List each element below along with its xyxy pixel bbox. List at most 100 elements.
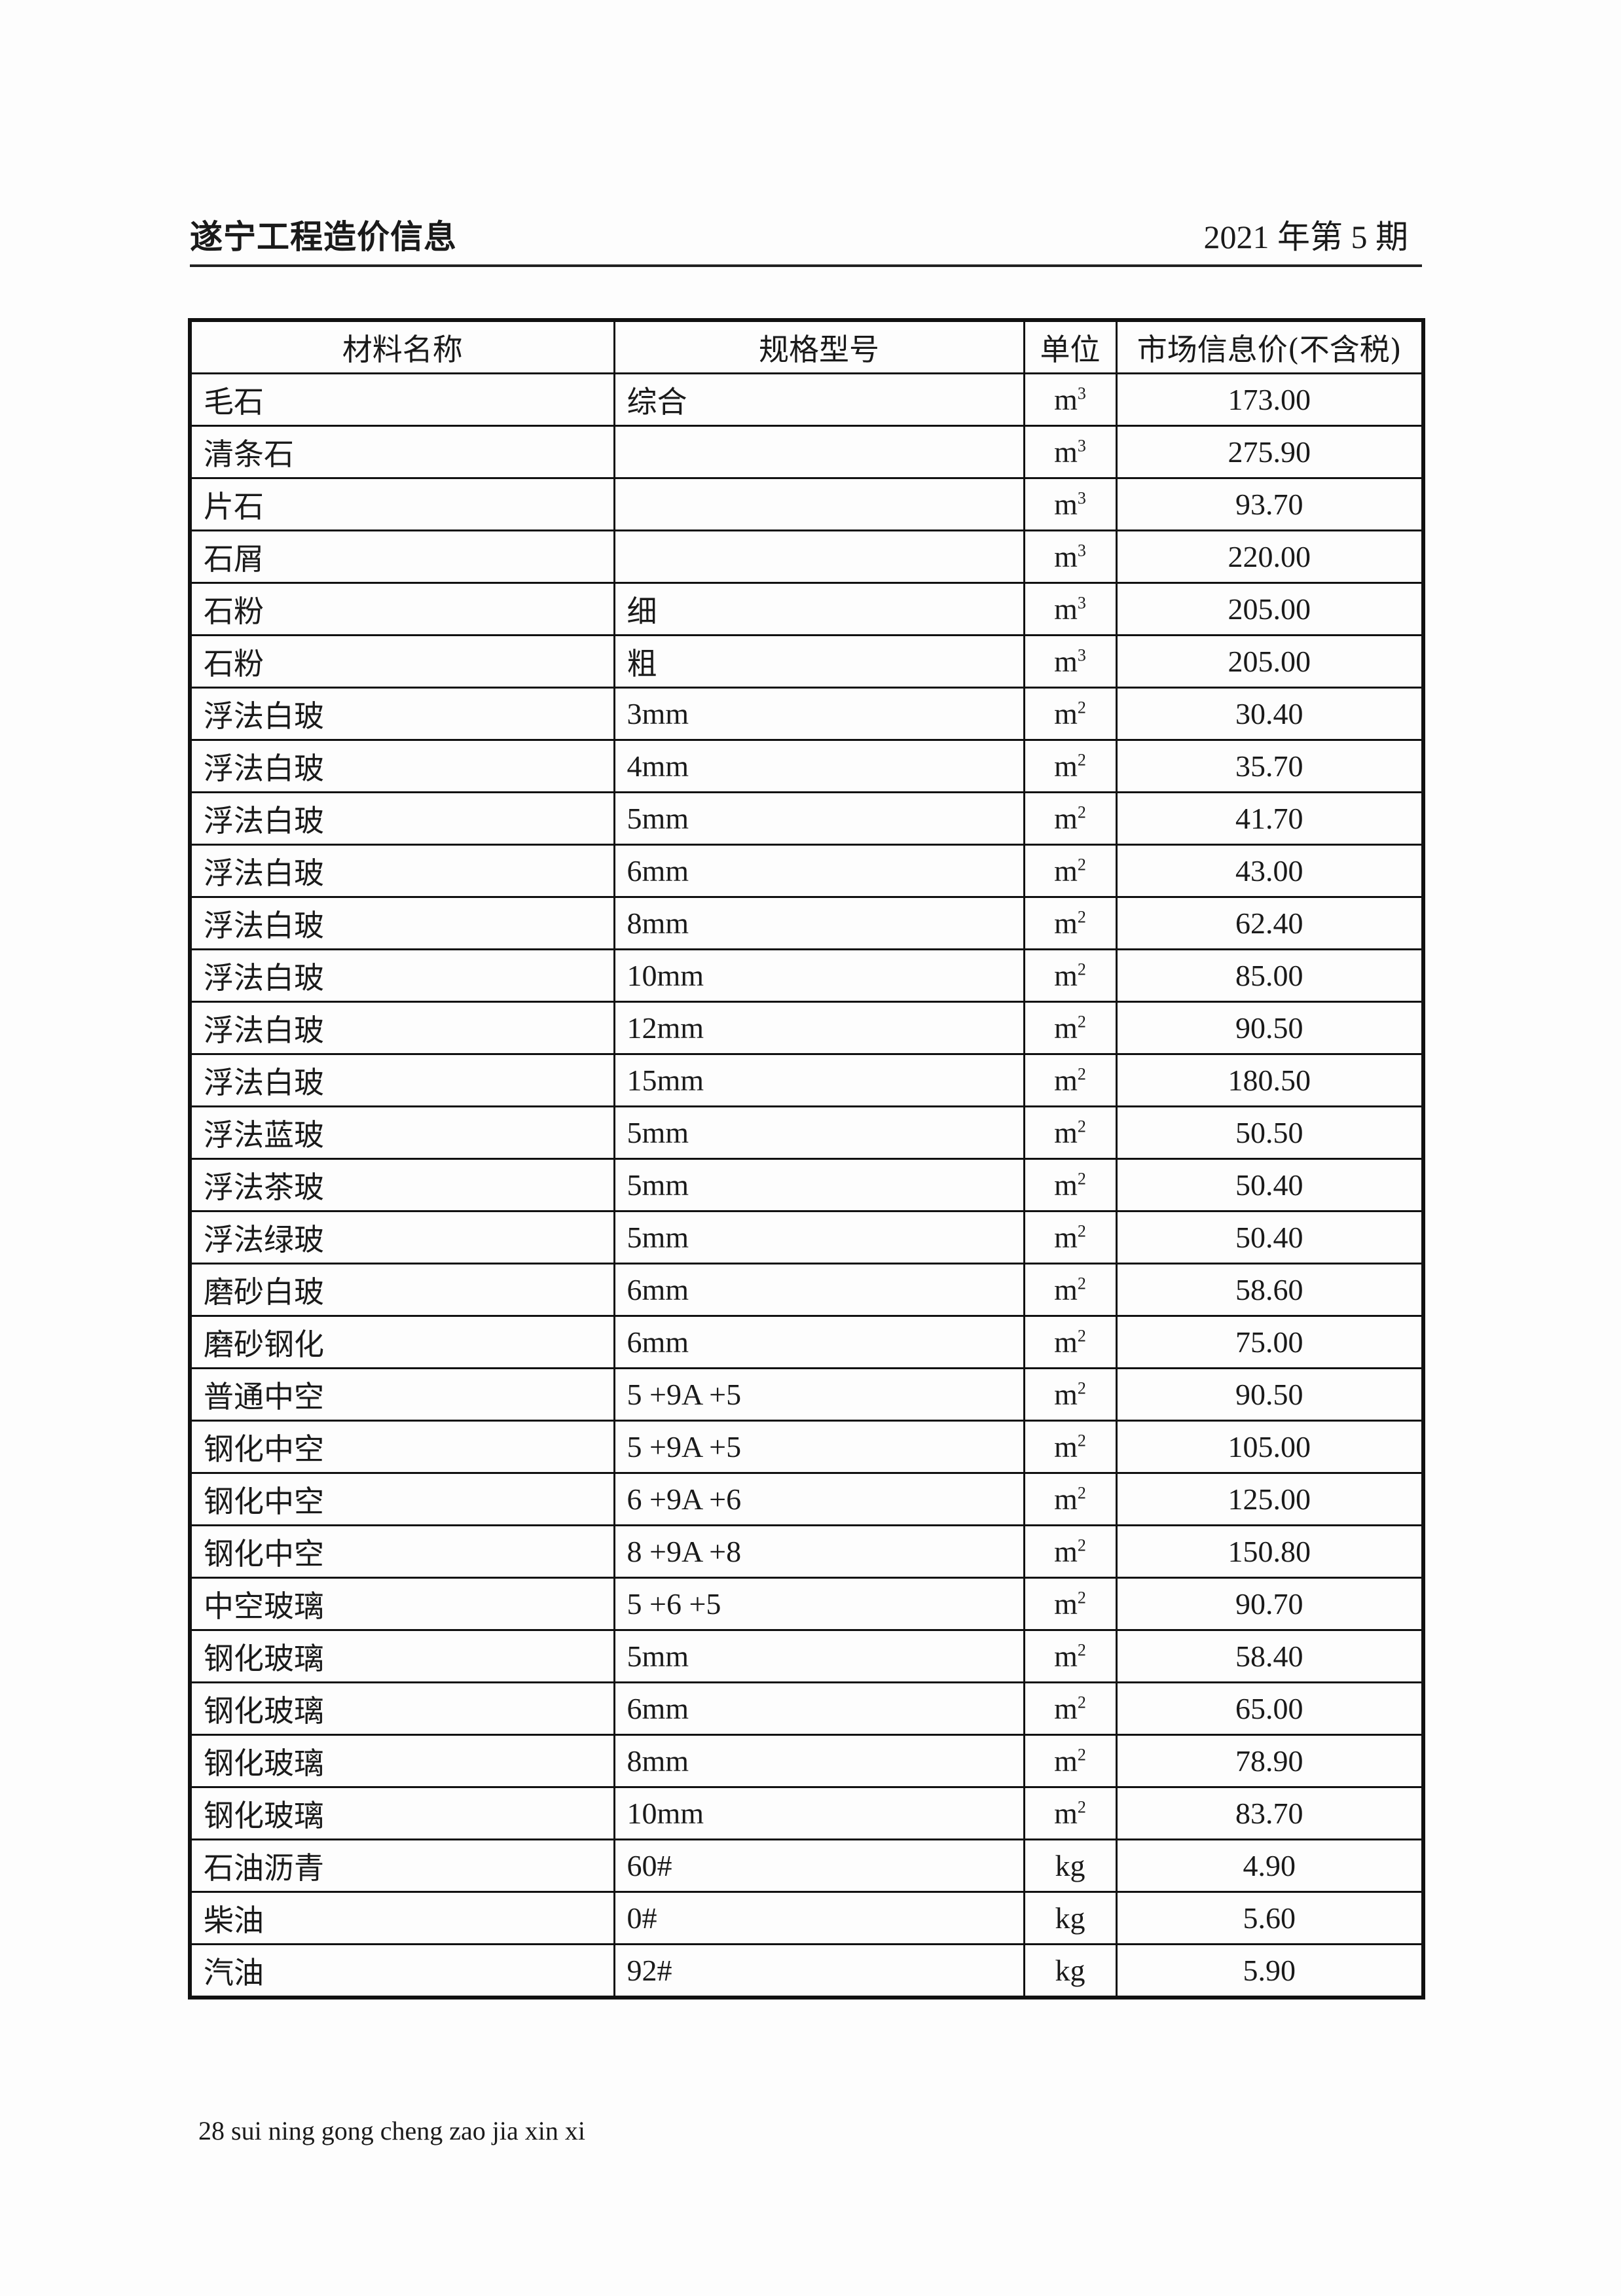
unit-base: m (1054, 1273, 1078, 1306)
material-price: 220.00 (1115, 529, 1425, 584)
material-unit: m2 (1023, 844, 1118, 898)
unit-base: m (1054, 959, 1078, 992)
material-unit: kg (1023, 1943, 1118, 1999)
material-price: 85.00 (1115, 948, 1425, 1003)
unit-base: kg (1055, 1901, 1085, 1935)
table-row: 浮法茶玻 5mm m2 50.40 (189, 1158, 1425, 1212)
material-spec: 6mm (613, 1681, 1025, 1736)
unit-exponent: 2 (1077, 1064, 1086, 1084)
column-header-price: 市场信息价(不含税) (1115, 319, 1425, 374)
table-row: 钢化玻璃 10mm m2 83.70 (189, 1786, 1425, 1840)
material-price: 50.50 (1115, 1105, 1425, 1160)
unit-base: m (1054, 435, 1078, 469)
material-unit: m2 (1023, 1315, 1118, 1369)
material-spec: 6mm (613, 1315, 1025, 1369)
material-name: 钢化玻璃 (189, 1786, 615, 1840)
unit-base: m (1054, 1011, 1078, 1045)
material-name: 片石 (189, 477, 615, 531)
table-row: 磨砂白玻 6mm m2 58.60 (189, 1263, 1425, 1317)
unit-base: m (1054, 1116, 1078, 1149)
material-unit: m2 (1023, 687, 1118, 741)
header-divider (190, 264, 1422, 267)
table-row: 浮法白玻 6mm m2 43.00 (189, 844, 1425, 898)
material-unit: m2 (1023, 1577, 1118, 1631)
unit-base: m (1054, 1535, 1078, 1568)
unit-base: m (1054, 488, 1078, 521)
material-spec: 5mm (613, 1210, 1025, 1265)
material-unit: m2 (1023, 1524, 1118, 1579)
material-price: 205.00 (1115, 634, 1425, 689)
unit-base: m (1054, 802, 1078, 835)
material-name: 清条石 (189, 425, 615, 479)
unit-base: m (1054, 1221, 1078, 1254)
material-name: 钢化中空 (189, 1420, 615, 1474)
unit-exponent: 2 (1077, 1535, 1086, 1555)
material-price: 75.00 (1115, 1315, 1425, 1369)
table-row: 浮法白玻 8mm m2 62.40 (189, 896, 1425, 950)
unit-exponent: 2 (1077, 960, 1086, 979)
material-name: 浮法白玻 (189, 687, 615, 741)
table-row: 石油沥青 60# kg 4.90 (189, 1839, 1425, 1893)
unit-exponent: 3 (1077, 384, 1086, 403)
column-header-unit: 单位 (1023, 319, 1118, 374)
table-row: 浮法绿玻 5mm m2 50.40 (189, 1210, 1425, 1265)
material-spec: 8mm (613, 1734, 1025, 1788)
material-price: 41.70 (1115, 791, 1425, 846)
material-unit: m3 (1023, 582, 1118, 636)
material-price: 173.00 (1115, 372, 1425, 427)
table-row: 汽油 92# kg 5.90 (189, 1943, 1425, 1999)
unit-base: m (1054, 1325, 1078, 1359)
material-name: 汽油 (189, 1943, 615, 1999)
material-unit: m3 (1023, 634, 1118, 689)
material-price: 5.90 (1115, 1943, 1425, 1999)
unit-base: m (1054, 697, 1078, 730)
material-spec: 5 +6 +5 (613, 1577, 1025, 1631)
unit-base: m (1054, 645, 1078, 678)
material-name: 浮法白玻 (189, 791, 615, 846)
material-unit: kg (1023, 1839, 1118, 1893)
material-unit: m2 (1023, 791, 1118, 846)
material-unit: m2 (1023, 1629, 1118, 1683)
material-spec: 8mm (613, 896, 1025, 950)
unit-base: m (1054, 383, 1078, 416)
unit-exponent: 3 (1077, 541, 1086, 560)
material-name: 浮法茶玻 (189, 1158, 615, 1212)
material-price: 90.70 (1115, 1577, 1425, 1631)
unit-exponent: 2 (1077, 1431, 1086, 1450)
material-price: 93.70 (1115, 477, 1425, 531)
material-spec: 5mm (613, 1629, 1025, 1683)
material-price: 43.00 (1115, 844, 1425, 898)
material-price: 78.90 (1115, 1734, 1425, 1788)
unit-exponent: 2 (1077, 1693, 1086, 1712)
material-name: 石油沥青 (189, 1839, 615, 1893)
material-spec: 12mm (613, 1001, 1025, 1055)
unit-exponent: 3 (1077, 436, 1086, 456)
material-spec (613, 425, 1025, 479)
unit-base: m (1054, 592, 1078, 626)
unit-base: m (1054, 1797, 1078, 1830)
material-name: 钢化中空 (189, 1524, 615, 1579)
material-spec: 6 +9A +6 (613, 1472, 1025, 1526)
material-name: 浮法白玻 (189, 844, 615, 898)
table-row: 石屑 m3 220.00 (189, 529, 1425, 584)
material-unit: m2 (1023, 1158, 1118, 1212)
table-row: 清条石 m3 275.90 (189, 425, 1425, 479)
material-unit: m2 (1023, 948, 1118, 1003)
material-unit: m2 (1023, 1001, 1118, 1055)
material-spec: 3mm (613, 687, 1025, 741)
material-name: 磨砂白玻 (189, 1263, 615, 1317)
unit-exponent: 2 (1077, 802, 1086, 822)
material-name: 钢化玻璃 (189, 1681, 615, 1736)
material-spec: 5mm (613, 791, 1025, 846)
material-name: 浮法绿玻 (189, 1210, 615, 1265)
material-spec: 92# (613, 1943, 1025, 1999)
material-name: 中空玻璃 (189, 1577, 615, 1631)
unit-base: m (1054, 540, 1078, 573)
column-header-spec: 规格型号 (613, 319, 1025, 374)
material-spec (613, 529, 1025, 584)
table-row: 钢化玻璃 6mm m2 65.00 (189, 1681, 1425, 1736)
unit-base: m (1054, 1587, 1078, 1621)
material-spec: 8 +9A +8 (613, 1524, 1025, 1579)
material-unit: m2 (1023, 739, 1118, 793)
material-spec: 4mm (613, 739, 1025, 793)
